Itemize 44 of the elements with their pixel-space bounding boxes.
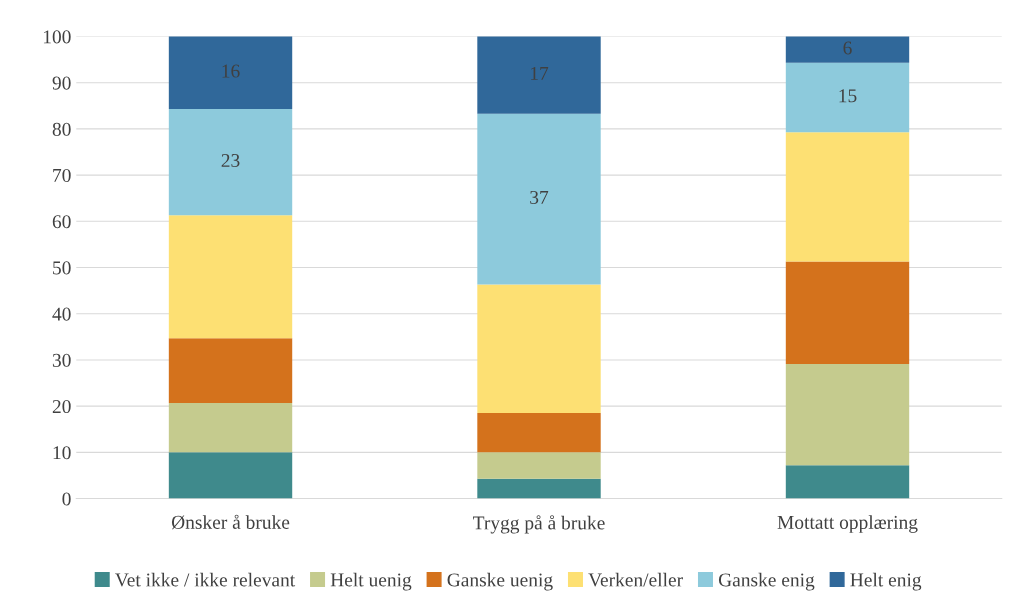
legend-label: Helt uenig (330, 572, 412, 591)
legend-label: Helt enig (850, 572, 922, 591)
bar (477, 413, 601, 453)
bar (785, 62, 910, 133)
bar (785, 465, 910, 499)
data-label: 15 (839, 89, 857, 103)
legend-label: Vet ikke / ikke relevant (115, 572, 296, 587)
data-label: 17 (531, 66, 549, 80)
data-label: 16 (222, 64, 240, 78)
y-tick-label: 0 (62, 492, 71, 506)
bar (168, 402, 293, 453)
legend-label: Ganske uenig (447, 572, 553, 591)
y-tick-label: 80 (52, 122, 71, 136)
y-tick-label: 10 (53, 446, 71, 460)
bar (168, 452, 293, 499)
y-tick-label: 100 (43, 30, 71, 44)
bar (168, 109, 293, 216)
legend-label: Ganske enig (718, 572, 815, 591)
y-tick-label: 70 (53, 168, 71, 183)
bar (477, 113, 601, 285)
y-tick-label: 60 (52, 215, 71, 229)
bar (477, 284, 601, 414)
y-tick-label: 90 (52, 76, 71, 90)
data-label: 23 (221, 153, 240, 168)
bar (785, 36, 910, 63)
y-tick-label: 50 (53, 261, 71, 275)
legend-label: Verken/eller (588, 572, 683, 587)
bar (477, 478, 601, 499)
x-tick-label: Mottatt opplæring (777, 515, 918, 533)
bar (477, 452, 601, 479)
x-tick-label: Trygg på å bruke (473, 515, 605, 534)
bar (785, 132, 910, 262)
bar (785, 261, 910, 365)
x-tick-label: Ønsker å bruke (171, 514, 290, 530)
y-tick-label: 30 (52, 353, 71, 367)
data-label: 6 (843, 41, 852, 55)
bar (785, 364, 910, 466)
y-tick-label: 20 (52, 399, 71, 414)
bar (168, 338, 293, 403)
bar (477, 36, 601, 114)
bar (168, 215, 293, 339)
y-tick-label: 40 (52, 307, 71, 321)
data-label: 37 (530, 190, 549, 204)
bar (168, 36, 293, 110)
